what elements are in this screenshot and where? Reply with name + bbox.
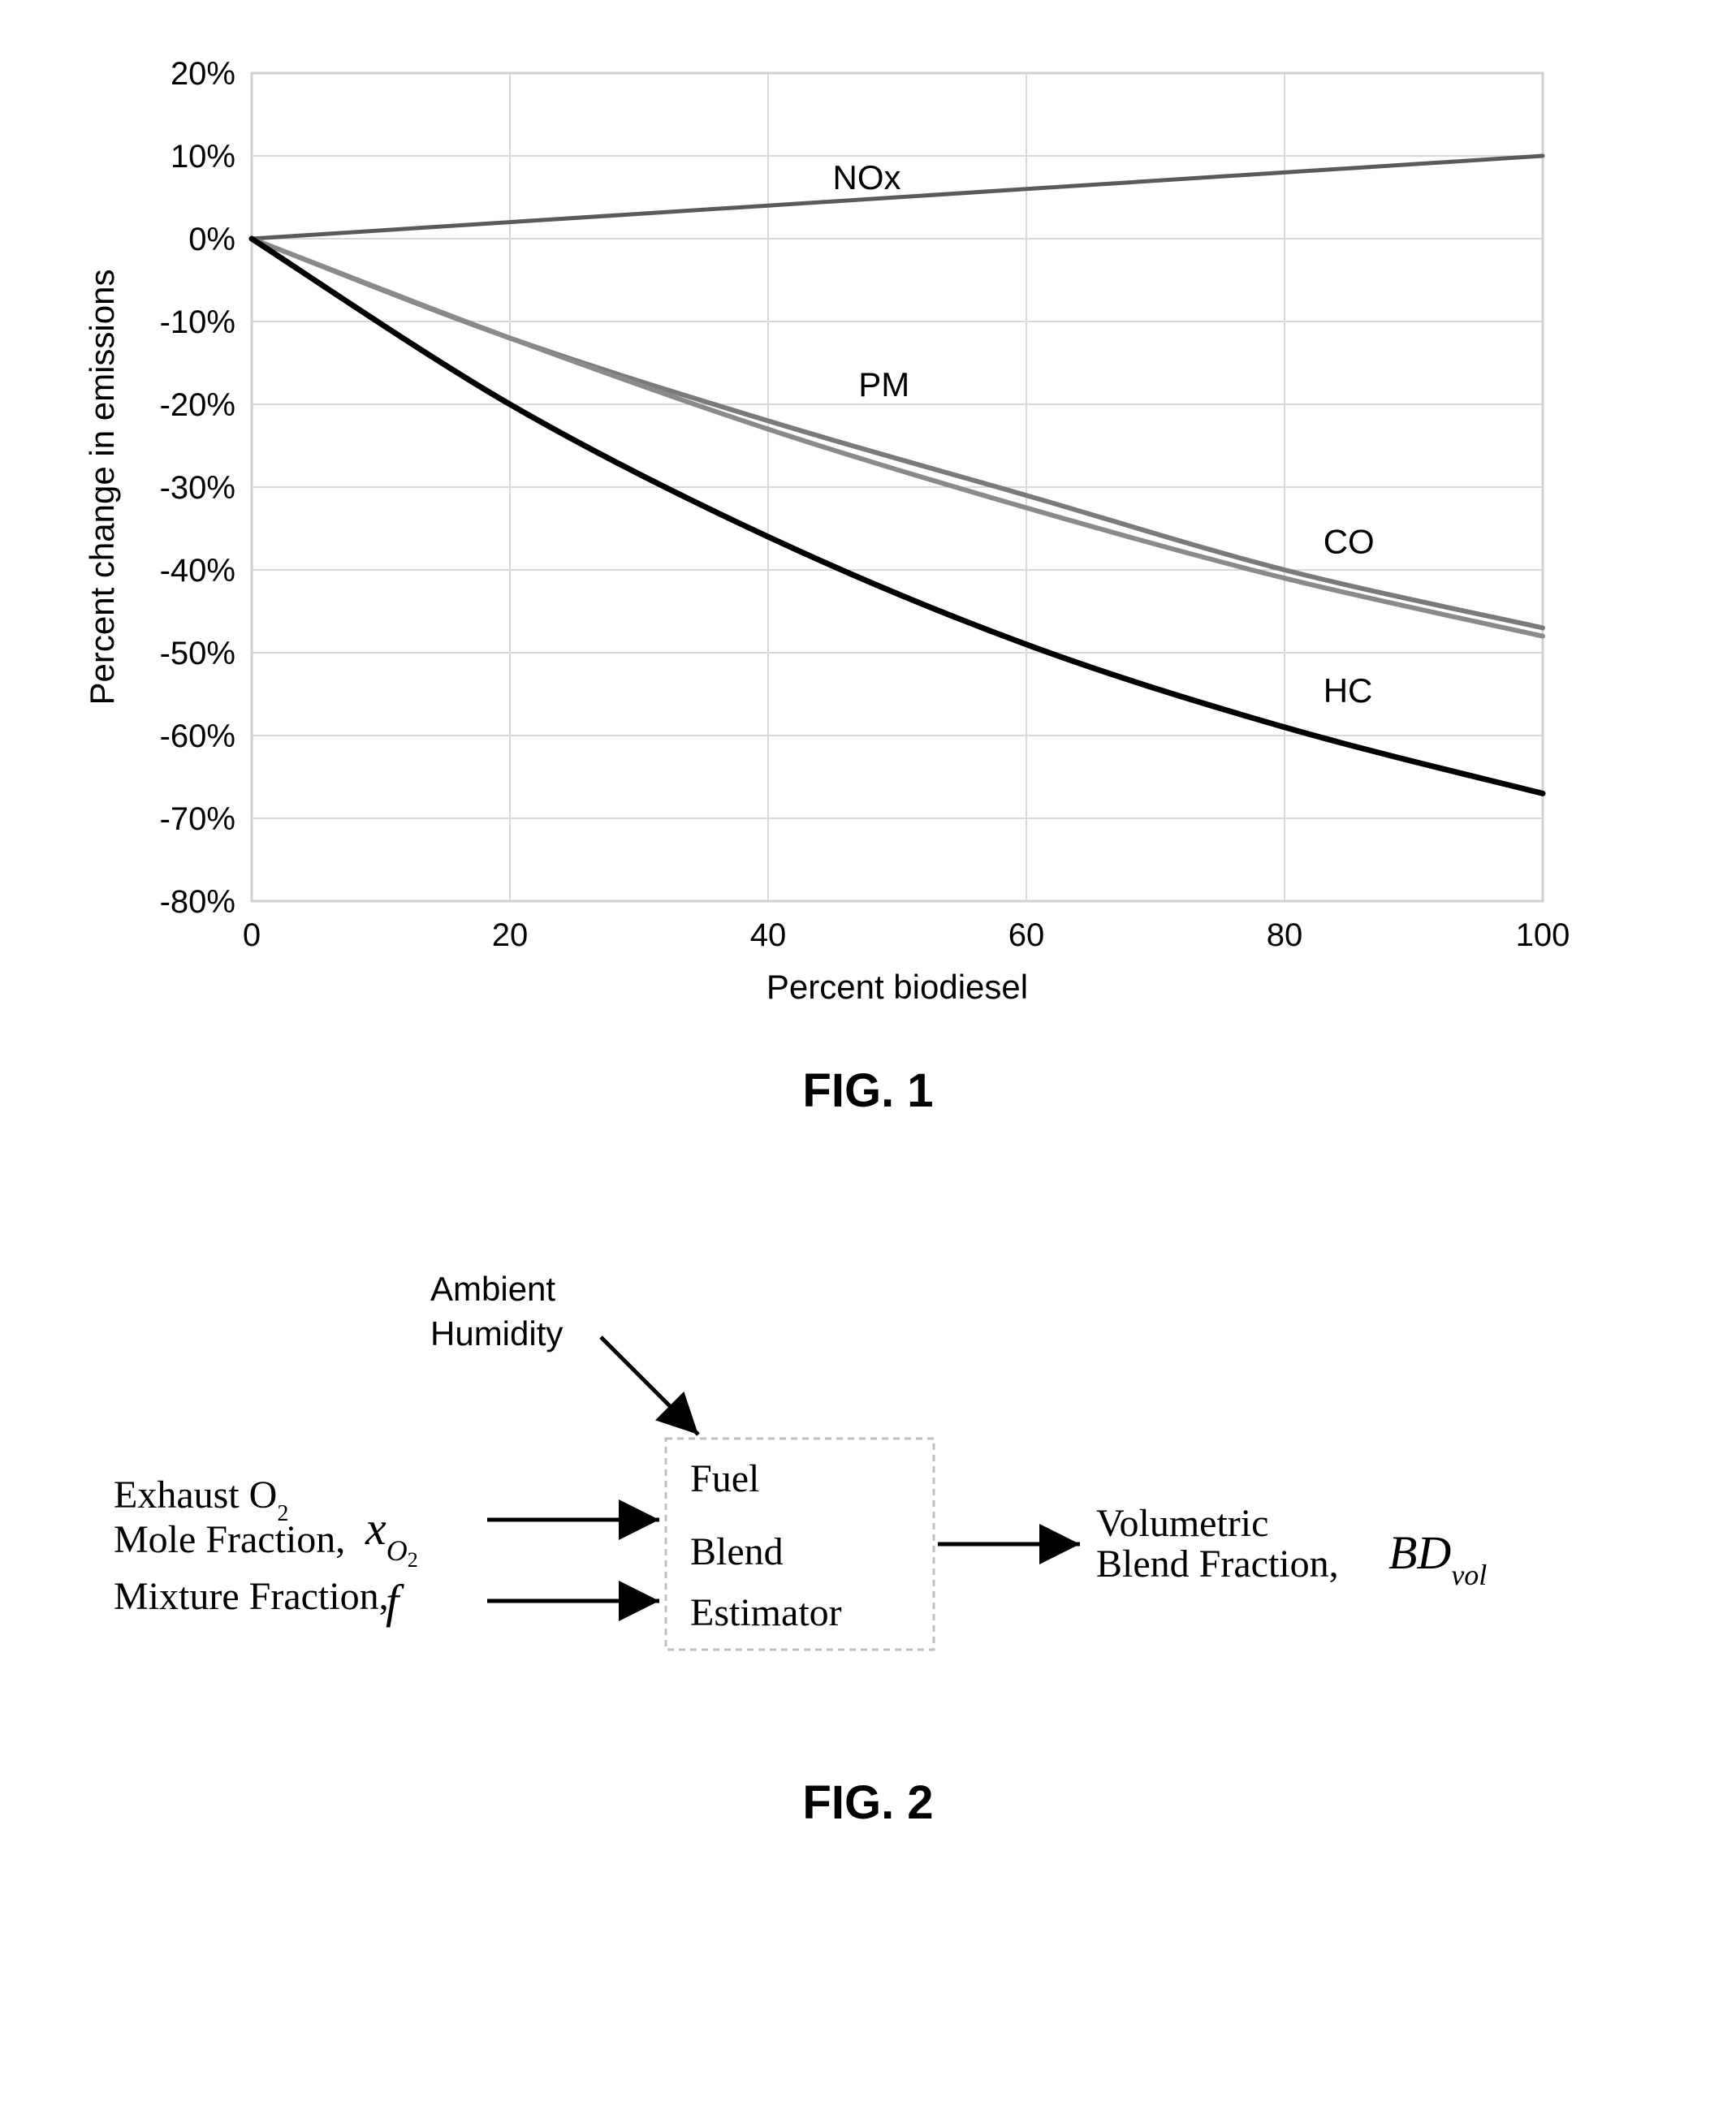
fig1-caption: FIG. 1: [65, 1064, 1671, 1118]
svg-text:-50%: -50%: [160, 636, 235, 671]
output-label2: Blend Fraction,: [1096, 1542, 1339, 1586]
svg-text:-30%: -30%: [160, 470, 235, 506]
svg-text:-20%: -20%: [160, 387, 235, 423]
svg-text:-60%: -60%: [160, 718, 235, 754]
svg-text:60: 60: [1008, 917, 1045, 953]
svg-text:20%: 20%: [171, 56, 235, 92]
box-line3: Estimator: [690, 1591, 842, 1634]
output-label1: Volumetric: [1096, 1502, 1268, 1545]
o2-var: xO2: [365, 1502, 418, 1572]
box-line2: Blend: [690, 1530, 784, 1573]
svg-text:10%: 10%: [171, 139, 235, 175]
o2-label2: Mole Fraction,: [114, 1518, 345, 1561]
series-label-PM: PM: [858, 365, 909, 403]
svg-text:80: 80: [1267, 917, 1303, 953]
svg-text:0: 0: [243, 917, 261, 953]
f-label: Mixture Fraction,: [114, 1575, 389, 1618]
svg-text:Percent biodiesel: Percent biodiesel: [767, 968, 1028, 1006]
ambient-label-1: Ambient: [430, 1270, 555, 1308]
svg-text:100: 100: [1516, 917, 1570, 953]
series-label-HC: HC: [1324, 671, 1373, 710]
box-line1: Fuel: [690, 1457, 759, 1500]
arrow-ambient: [601, 1337, 698, 1435]
series-label-NOx: NOx: [833, 158, 901, 196]
series-label-CO: CO: [1324, 523, 1375, 561]
output-var: BDvol: [1388, 1526, 1487, 1591]
svg-text:40: 40: [750, 917, 787, 953]
fig2-caption: FIG. 2: [65, 1775, 1671, 1830]
svg-text:Percent change in emissions: Percent change in emissions: [83, 270, 121, 705]
svg-text:-10%: -10%: [160, 304, 235, 340]
svg-text:-70%: -70%: [160, 801, 235, 837]
fuel-blend-diagram: FuelBlendEstimatorAmbientHumidityExhaust…: [65, 1248, 1591, 1735]
svg-text:-80%: -80%: [160, 884, 235, 920]
ambient-label-2: Humidity: [430, 1314, 563, 1353]
emissions-chart: 0 20 40 60 80 100 -80% -70% -60% -50% -40% -30% -20%…: [65, 49, 1591, 1023]
svg-text:0%: 0%: [188, 222, 235, 257]
f-var: f: [386, 1575, 404, 1628]
svg-text:20: 20: [492, 917, 529, 953]
svg-text:-40%: -40%: [160, 553, 235, 589]
